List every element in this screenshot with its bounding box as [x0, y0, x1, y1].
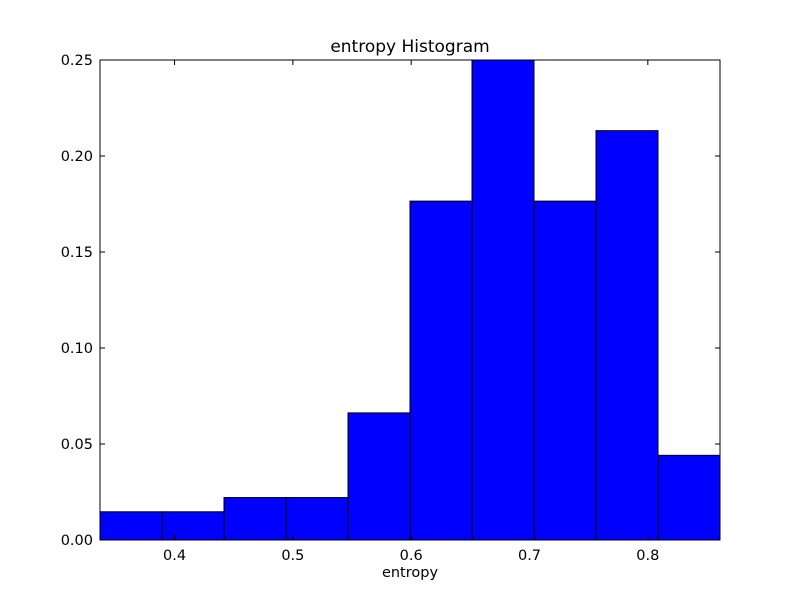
x-tick-label: 0.7 [518, 548, 541, 564]
y-tick-label: 0.00 [61, 533, 93, 549]
y-tick-label: 0.25 [61, 53, 93, 69]
x-axis-title: entropy [382, 565, 439, 581]
histogram-bar-7 [471, 59, 535, 541]
y-tick-label: 0.05 [61, 437, 93, 453]
y-tick-label: 0.15 [61, 245, 93, 261]
histogram-bar-1 [99, 511, 163, 541]
y-ticks-group: 0.00 0.05 0.10 0.15 0.20 0.25 [61, 53, 720, 549]
bars-group [99, 59, 721, 541]
x-tick-label: 0.5 [281, 548, 304, 564]
x-ticks-group: 0.4 0.5 0.6 0.7 0.8 [163, 60, 659, 564]
chart-title: entropy Histogram [330, 37, 489, 57]
y-tick-label: 0.20 [61, 149, 93, 165]
histogram-bar-5 [347, 412, 411, 541]
x-tick-label: 0.6 [400, 548, 423, 564]
x-tick-label: 0.8 [636, 548, 659, 564]
x-tick-label: 0.4 [163, 548, 186, 564]
y-tick-label: 0.10 [61, 341, 93, 357]
histogram-bar-9 [595, 130, 659, 541]
histogram-bar-6 [409, 200, 473, 541]
histogram-bar-10 [657, 454, 721, 541]
histogram-bar-3 [223, 497, 287, 541]
histogram-bar-8 [533, 200, 597, 541]
plot-frame [99, 59, 721, 541]
histogram-bar-2 [161, 511, 225, 541]
histogram-bar-4 [285, 497, 349, 541]
